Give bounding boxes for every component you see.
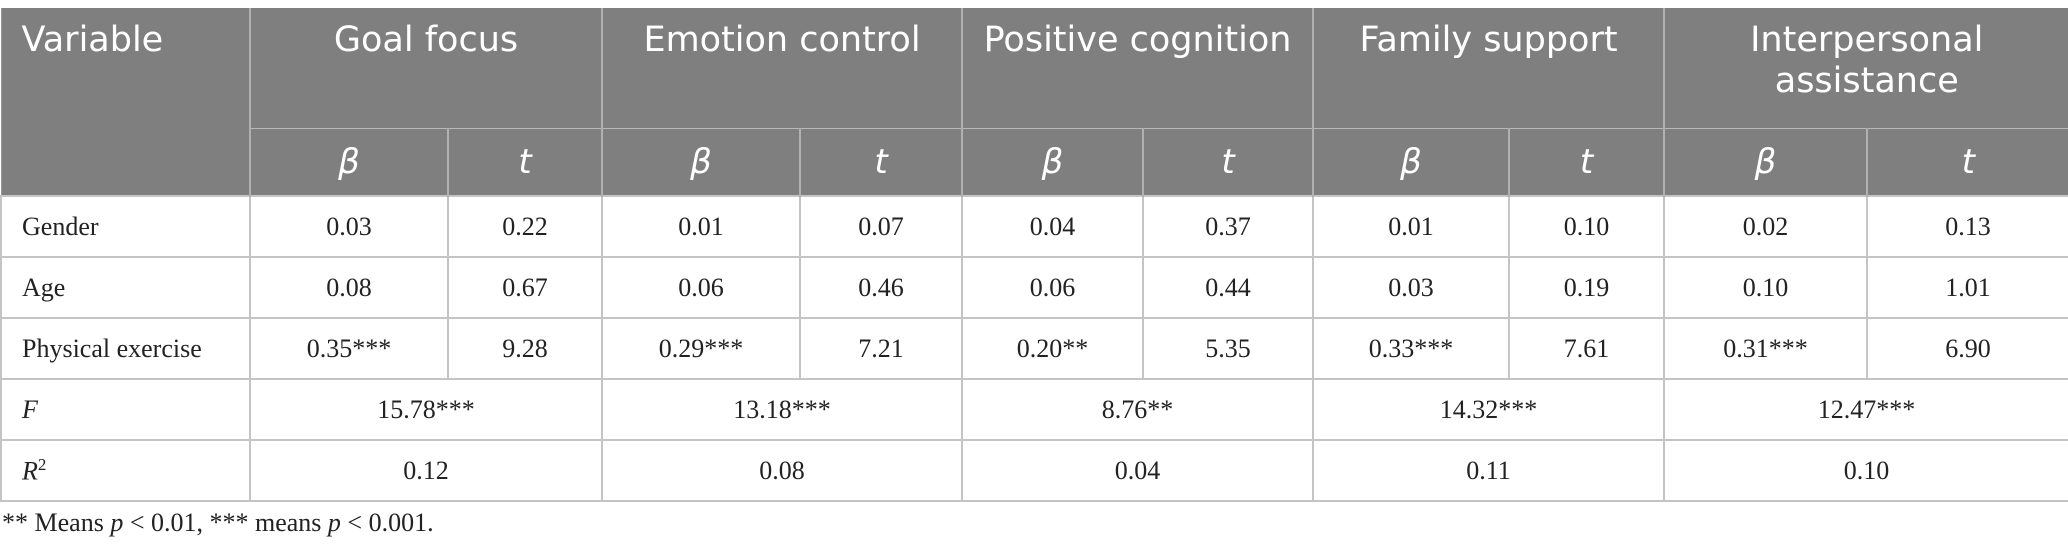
- table-cell: 0.31***: [1663, 317, 1869, 380]
- header-interpersonal-assistance: Interpersonal assistance: [1663, 8, 2068, 129]
- table-cell: 0.44: [1142, 256, 1315, 319]
- header-row-stats: β t β t β t β t β t: [1, 128, 2068, 197]
- r2-superscript: 2: [37, 454, 47, 474]
- table-cell: 13.18***: [601, 378, 964, 441]
- header-t: t: [1866, 128, 2068, 197]
- table-cell: 5.35: [1142, 317, 1315, 380]
- table-cell: 6.90: [1866, 317, 2068, 380]
- header-t: t: [1508, 128, 1666, 197]
- table-cell: 15.78***: [248, 378, 604, 441]
- table-row-age: Age 0.08 0.67 0.06 0.46 0.06 0.44 0.03 0…: [0, 256, 2068, 319]
- table-cell: 0.35***: [249, 317, 449, 380]
- table-cell: 0.10: [1508, 195, 1666, 258]
- note-p-symbol: p: [327, 508, 341, 537]
- header-family-support: Family support: [1312, 8, 1666, 129]
- table-cell: 8.76**: [961, 378, 1315, 441]
- table-cell: 12.47***: [1663, 378, 2068, 441]
- header-beta: β: [1312, 128, 1511, 197]
- table-cell: 0.67: [446, 256, 604, 319]
- table-cell: 0.29***: [601, 317, 802, 380]
- table-cell: 0.03: [249, 195, 449, 258]
- table-row-f: F 15.78*** 13.18*** 8.76** 14.32*** 12.4…: [0, 378, 2068, 441]
- table-cell: 1.01: [1866, 256, 2068, 319]
- table-cell: 0.07: [799, 195, 964, 258]
- table-cell: 0.08: [249, 256, 449, 319]
- table-cell: 0.10: [1663, 439, 2068, 502]
- header-row-groups: Variable Goal focus Emotion control Posi…: [0, 8, 2068, 197]
- table-cell: 0.20**: [961, 317, 1145, 380]
- row-label-r2: R2: [0, 439, 251, 502]
- row-label: Gender: [0, 195, 251, 258]
- table-cell: 0.46: [799, 256, 964, 319]
- note-text: ** Means: [2, 508, 111, 537]
- table-cell: 0.01: [1312, 195, 1511, 258]
- header-goal-focus: Goal focus: [248, 8, 604, 129]
- note-text: < 0.001.: [340, 508, 434, 537]
- table-cell: 0.04: [961, 195, 1145, 258]
- row-label-f: F: [0, 378, 251, 441]
- note-p-symbol: p: [110, 508, 124, 537]
- table-row-gender: Gender 0.03 0.22 0.01 0.07 0.04 0.37 0.0…: [0, 195, 2068, 258]
- header-t: t: [446, 128, 604, 197]
- header-beta: β: [601, 128, 802, 197]
- header-beta: β: [249, 128, 449, 197]
- regression-table: Variable Goal focus Emotion control Posi…: [0, 8, 2068, 502]
- table-cell: 0.03: [1312, 256, 1511, 319]
- row-label: Age: [0, 256, 251, 319]
- header-beta: β: [961, 128, 1145, 197]
- table-cell: 0.01: [601, 195, 802, 258]
- table-cell: 0.06: [601, 256, 802, 319]
- header-t: t: [799, 128, 964, 197]
- table-cell: 0.13: [1866, 195, 2068, 258]
- table-cell: 0.37: [1142, 195, 1315, 258]
- table-cell: 7.21: [799, 317, 964, 380]
- header-emotion-control: Emotion control: [601, 8, 964, 129]
- table-cell: 0.04: [961, 439, 1315, 502]
- table-cell: 0.12: [248, 439, 604, 502]
- table-cell: 0.22: [446, 195, 604, 258]
- table-cell: 0.02: [1663, 195, 1869, 258]
- table-cell: 0.33***: [1312, 317, 1511, 380]
- table-row-r2: R2 0.12 0.08 0.04 0.11 0.10: [0, 439, 2068, 502]
- table-cell: 9.28: [446, 317, 604, 380]
- table-footnote: ** Means p < 0.01, *** means p < 0.001.: [2, 508, 434, 538]
- row-label: Physical exercise: [0, 317, 251, 380]
- r2-symbol: R: [22, 456, 38, 486]
- table-cell: 0.19: [1508, 256, 1666, 319]
- table-cell: 0.11: [1312, 439, 1666, 502]
- table-cell: 0.06: [961, 256, 1145, 319]
- table-cell: 0.10: [1663, 256, 1869, 319]
- header-variable: Variable: [0, 8, 251, 197]
- table-row-physical-exercise: Physical exercise 0.35*** 9.28 0.29*** 7…: [0, 317, 2068, 380]
- note-text: < 0.01, *** means: [123, 508, 328, 537]
- header-t: t: [1142, 128, 1315, 197]
- table-cell: 14.32***: [1312, 378, 1666, 441]
- table-cell: 0.08: [601, 439, 964, 502]
- header-beta: β: [1663, 128, 1869, 197]
- table-cell: 7.61: [1508, 317, 1666, 380]
- header-positive-cognition: Positive cognition: [961, 8, 1315, 129]
